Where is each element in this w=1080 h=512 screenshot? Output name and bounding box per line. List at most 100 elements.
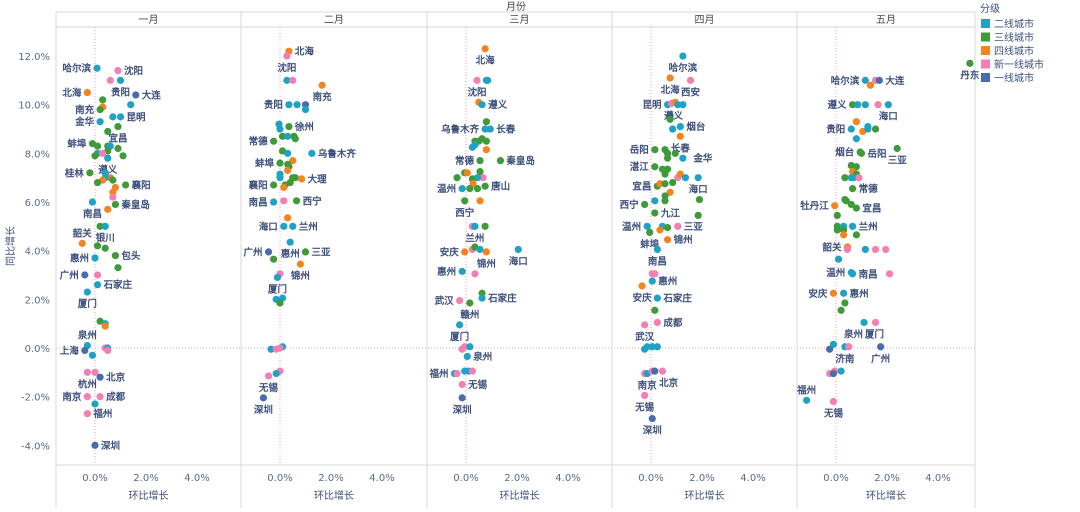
data-point bbox=[843, 245, 852, 254]
point-label: 贵阳 bbox=[264, 99, 283, 111]
point-label: 安庆 bbox=[808, 288, 828, 300]
data-point bbox=[885, 270, 894, 278]
data-point bbox=[104, 127, 112, 136]
data-point bbox=[837, 367, 845, 375]
point-label: 广州 bbox=[871, 353, 890, 365]
data-point bbox=[852, 163, 861, 171]
point-label: 襄阳 bbox=[248, 179, 268, 191]
data-point bbox=[466, 185, 474, 193]
legend-swatch bbox=[981, 46, 990, 55]
data-point bbox=[651, 306, 659, 314]
data-point bbox=[273, 273, 282, 282]
data-point bbox=[264, 372, 273, 380]
y-tick-label: 4.0% bbox=[25, 247, 50, 258]
data-point bbox=[651, 146, 659, 154]
data-point bbox=[476, 245, 484, 254]
point-label: 石家庄 bbox=[487, 293, 517, 305]
x-tick-label: 2.0% bbox=[318, 473, 343, 484]
data-point bbox=[848, 222, 857, 230]
data-point bbox=[270, 198, 278, 206]
data-point bbox=[86, 169, 94, 177]
point-label: 常德 bbox=[859, 183, 879, 195]
data-point bbox=[308, 149, 316, 157]
data-point bbox=[666, 188, 674, 196]
x-tick-label: 0.0% bbox=[453, 473, 478, 484]
point-label: 北海 bbox=[295, 46, 315, 58]
data-point bbox=[861, 101, 869, 109]
x-tick-label: 4.0% bbox=[740, 473, 765, 484]
data-point bbox=[88, 351, 97, 359]
data-point bbox=[481, 222, 489, 230]
data-point bbox=[482, 137, 490, 145]
data-point bbox=[289, 76, 297, 84]
point-label: 西宁 bbox=[620, 199, 640, 211]
point-label: 三亚 bbox=[312, 247, 332, 258]
x-tick-label: 2.0% bbox=[874, 473, 899, 484]
data-point bbox=[301, 248, 310, 256]
panel-month-header: 二月 bbox=[324, 14, 344, 26]
data-point bbox=[834, 255, 843, 263]
data-point bbox=[101, 244, 109, 252]
point-label: 福州 bbox=[796, 384, 816, 396]
data-point bbox=[280, 222, 288, 230]
data-point bbox=[83, 288, 91, 296]
data-point bbox=[848, 270, 857, 278]
point-label: 贵阳 bbox=[826, 124, 845, 136]
data-point bbox=[496, 157, 505, 165]
point-label: 深圳 bbox=[101, 440, 120, 452]
data-point bbox=[653, 294, 661, 302]
data-point bbox=[829, 340, 838, 348]
data-point bbox=[841, 174, 849, 182]
data-point bbox=[854, 101, 862, 109]
point-label: 贵阳 bbox=[111, 86, 130, 98]
legend-item-label: 一线城市 bbox=[994, 72, 1034, 85]
data-point bbox=[653, 245, 661, 254]
data-point bbox=[663, 154, 672, 162]
x-axis-title: 环比增长 bbox=[685, 489, 725, 502]
data-point bbox=[877, 343, 885, 351]
data-point bbox=[458, 394, 466, 402]
point-label: 昆明 bbox=[127, 112, 147, 123]
point-label: 哈尔滨 bbox=[831, 75, 860, 87]
data-point bbox=[694, 174, 702, 182]
data-point bbox=[83, 368, 91, 376]
data-point bbox=[111, 251, 119, 260]
point-label: 无锡 bbox=[258, 382, 279, 394]
data-point bbox=[276, 159, 284, 167]
data-point bbox=[91, 152, 99, 160]
data-point bbox=[453, 369, 461, 378]
x-tick-label: 0.0% bbox=[823, 473, 848, 484]
data-point bbox=[481, 182, 489, 190]
data-point bbox=[93, 242, 102, 250]
data-point bbox=[669, 178, 677, 187]
x-tick-label: 4.0% bbox=[369, 473, 394, 484]
data-point bbox=[264, 248, 273, 256]
data-point bbox=[114, 264, 122, 272]
point-label: 北海 bbox=[476, 55, 496, 67]
data-point bbox=[78, 239, 86, 247]
data-point bbox=[666, 74, 674, 82]
data-point bbox=[641, 200, 649, 209]
point-label: 深圳 bbox=[254, 404, 273, 416]
data-point bbox=[114, 67, 122, 75]
data-point bbox=[833, 226, 841, 234]
data-point bbox=[651, 209, 659, 217]
data-point bbox=[104, 154, 112, 162]
data-point bbox=[104, 346, 112, 355]
data-point bbox=[482, 118, 490, 126]
data-point bbox=[276, 299, 284, 307]
data-point bbox=[476, 157, 484, 165]
point-label: 南昌 bbox=[83, 208, 102, 220]
data-point bbox=[855, 174, 863, 182]
data-point bbox=[656, 180, 664, 188]
data-point bbox=[651, 163, 659, 171]
point-label: 广州 bbox=[60, 270, 79, 282]
data-point bbox=[860, 318, 868, 327]
point-label: 上海 bbox=[60, 345, 80, 357]
data-point bbox=[285, 101, 293, 109]
x-axis-title: 环比增长 bbox=[314, 489, 354, 502]
point-label: 秦皇岛 bbox=[120, 199, 150, 211]
point-label: 海口 bbox=[259, 221, 278, 233]
data-point bbox=[289, 157, 297, 165]
